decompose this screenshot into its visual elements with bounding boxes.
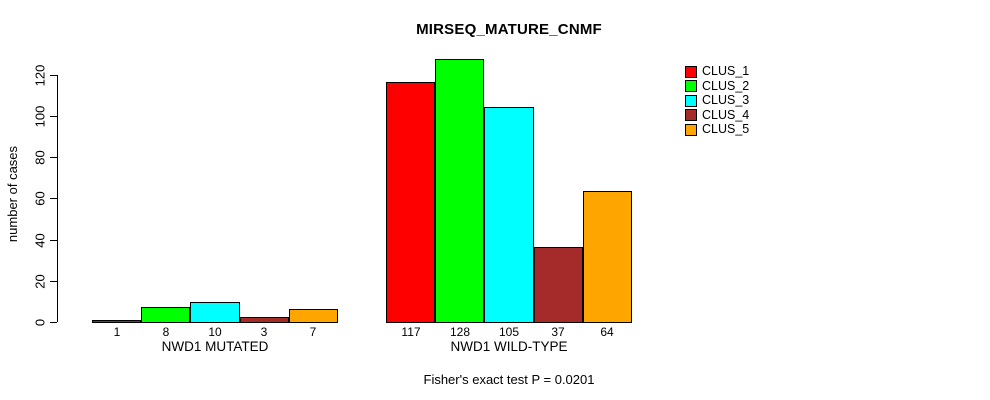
bar-value-label: 8 xyxy=(162,324,170,339)
bar-value-label: 37 xyxy=(551,324,565,339)
bar-value-label: 128 xyxy=(449,324,471,339)
y-tick-label: 0 xyxy=(32,318,48,327)
bar-value-label: 64 xyxy=(600,324,614,339)
bar-value-label: 3 xyxy=(260,324,268,339)
bar-value-label: 105 xyxy=(498,324,520,339)
y-tick-label: 60 xyxy=(32,191,48,207)
y-tick-mark xyxy=(50,239,57,241)
y-tick-label: 80 xyxy=(32,150,48,165)
bar-clus_2-nwd1-mutated xyxy=(141,307,190,323)
y-axis-line xyxy=(57,75,58,323)
group-label-nwd1-wild-type: NWD1 WILD-TYPE xyxy=(450,339,568,354)
legend-swatch-clus_4 xyxy=(685,109,697,121)
y-tick-label: 40 xyxy=(32,232,48,248)
bar-clus_1-nwd1-wild-type xyxy=(386,82,435,323)
y-tick-mark xyxy=(50,198,57,200)
legend-swatch-clus_1 xyxy=(685,65,697,78)
y-tick-label: 20 xyxy=(32,274,48,289)
legend-label-clus_2: CLUS_2 xyxy=(702,78,750,93)
bar-clus_3-nwd1-wild-type xyxy=(484,107,534,323)
legend-label-clus_4: CLUS_4 xyxy=(702,107,750,122)
legend-swatch-clus_3 xyxy=(685,94,697,107)
y-axis-label: number of cases xyxy=(5,145,20,243)
bar-value-label: 1 xyxy=(113,324,121,339)
legend-swatch-clus_5 xyxy=(685,123,697,136)
bar-clus_2-nwd1-wild-type xyxy=(435,59,484,323)
fisher-test-annotation: Fisher's exact test P = 0.0201 xyxy=(423,372,595,387)
y-tick-mark xyxy=(50,280,57,282)
bar-clus_4-nwd1-wild-type xyxy=(534,247,583,323)
y-tick-label: 120 xyxy=(32,64,48,87)
y-tick-mark xyxy=(50,116,57,117)
chart-title: MIRSEQ_MATURE_CNMF xyxy=(416,21,602,38)
bar-clus_3-nwd1-mutated xyxy=(190,302,240,323)
legend-label-clus_5: CLUS_5 xyxy=(702,122,750,136)
bar-value-label: 117 xyxy=(401,324,421,339)
bar-clus_1-nwd1-mutated xyxy=(92,320,141,323)
y-tick-mark xyxy=(50,322,57,323)
y-tick-label: 100 xyxy=(32,105,48,128)
y-tick-mark xyxy=(50,74,57,76)
bar-value-label: 10 xyxy=(208,324,222,339)
legend-label-clus_3: CLUS_3 xyxy=(702,93,750,107)
bar-clus_4-nwd1-mutated xyxy=(240,317,289,323)
y-tick-mark xyxy=(50,157,57,159)
legend-swatch-clus_2 xyxy=(685,80,697,92)
bar-clus_5-nwd1-mutated xyxy=(289,309,338,323)
bar-clus_5-nwd1-wild-type xyxy=(583,191,632,323)
legend-label-clus_1: CLUS_1 xyxy=(702,64,750,78)
bar-value-label: 7 xyxy=(309,324,317,339)
group-label-nwd1-mutated: NWD1 MUTATED xyxy=(161,339,269,354)
